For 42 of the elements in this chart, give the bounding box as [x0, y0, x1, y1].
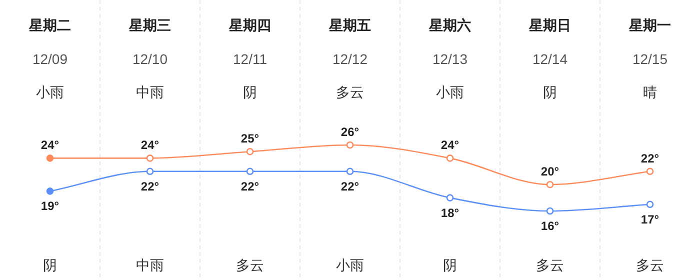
data-label: 20° [540, 164, 560, 179]
data-label: 26° [340, 125, 360, 139]
category-label: 星期五 12/12 多云 [329, 17, 371, 100]
point [46, 188, 54, 195]
data-label: 24° [440, 138, 460, 152]
data-label: 22° [240, 179, 260, 194]
text: 多云 [236, 257, 264, 273]
point [446, 154, 454, 162]
data-label: 22° [640, 151, 660, 166]
category-label: 星期二 12/09 小雨 [29, 17, 71, 100]
text: 多云 [636, 257, 664, 273]
point [346, 168, 354, 176]
point [246, 168, 254, 176]
text: 小雨 [336, 257, 364, 273]
point [46, 154, 54, 162]
data-label: 24° [40, 138, 60, 152]
text: 中雨 [136, 257, 164, 273]
data-label: 22° [140, 179, 160, 194]
point [546, 180, 554, 188]
category-label: 星期四 12/11 阴 [229, 17, 271, 100]
data-label: 16° [540, 219, 560, 233]
point [646, 168, 654, 176]
data-label: 25° [240, 132, 260, 146]
point [146, 154, 154, 162]
text: 阴 [43, 257, 57, 273]
point [146, 168, 154, 176]
point [546, 207, 554, 215]
category-label: 星期六 12/13 小雨 [429, 17, 471, 100]
point [346, 141, 354, 149]
category-label: 星期一 12/15 晴 [629, 17, 671, 100]
point [246, 148, 254, 156]
text: 多云 [536, 257, 564, 273]
data-label: 18° [440, 206, 460, 220]
text: 阴 [443, 257, 457, 273]
data-label: 22° [340, 179, 360, 194]
point [646, 200, 654, 208]
point [446, 194, 454, 202]
data-label: 24° [140, 138, 160, 152]
data-label: 19° [40, 199, 60, 214]
category-label: 星期三 12/10 中雨 [129, 17, 171, 100]
category-label: 星期日 12/14 阴 [529, 17, 571, 100]
data-label: 17° [640, 212, 660, 226]
